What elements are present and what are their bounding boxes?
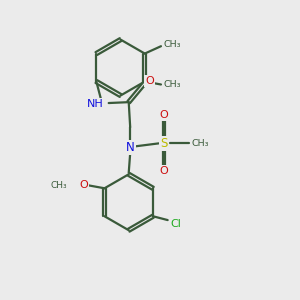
Text: N: N (126, 141, 135, 154)
Text: CH₃: CH₃ (164, 80, 181, 89)
Text: NH: NH (86, 99, 103, 109)
Text: O: O (79, 180, 88, 190)
Text: CH₃: CH₃ (50, 181, 67, 190)
Text: Cl: Cl (170, 219, 181, 229)
Text: O: O (160, 110, 168, 120)
Text: CH₃: CH₃ (191, 139, 209, 148)
Text: CH₃: CH₃ (164, 40, 181, 49)
Text: S: S (160, 137, 168, 150)
Text: O: O (145, 76, 154, 86)
Text: O: O (160, 166, 168, 176)
